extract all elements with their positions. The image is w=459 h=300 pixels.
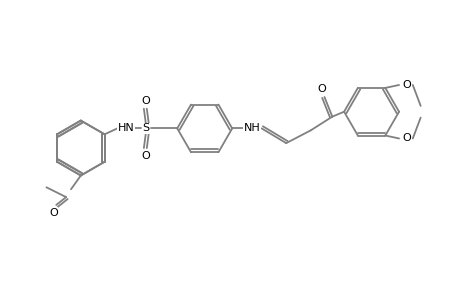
Text: O: O — [141, 96, 150, 106]
Text: NH: NH — [243, 123, 260, 134]
Text: HN: HN — [118, 123, 134, 134]
Text: O: O — [402, 134, 410, 143]
Text: O: O — [402, 80, 410, 90]
Text: S: S — [142, 123, 149, 134]
Text: O: O — [49, 208, 57, 218]
Text: O: O — [141, 151, 150, 161]
Text: O: O — [316, 84, 325, 94]
